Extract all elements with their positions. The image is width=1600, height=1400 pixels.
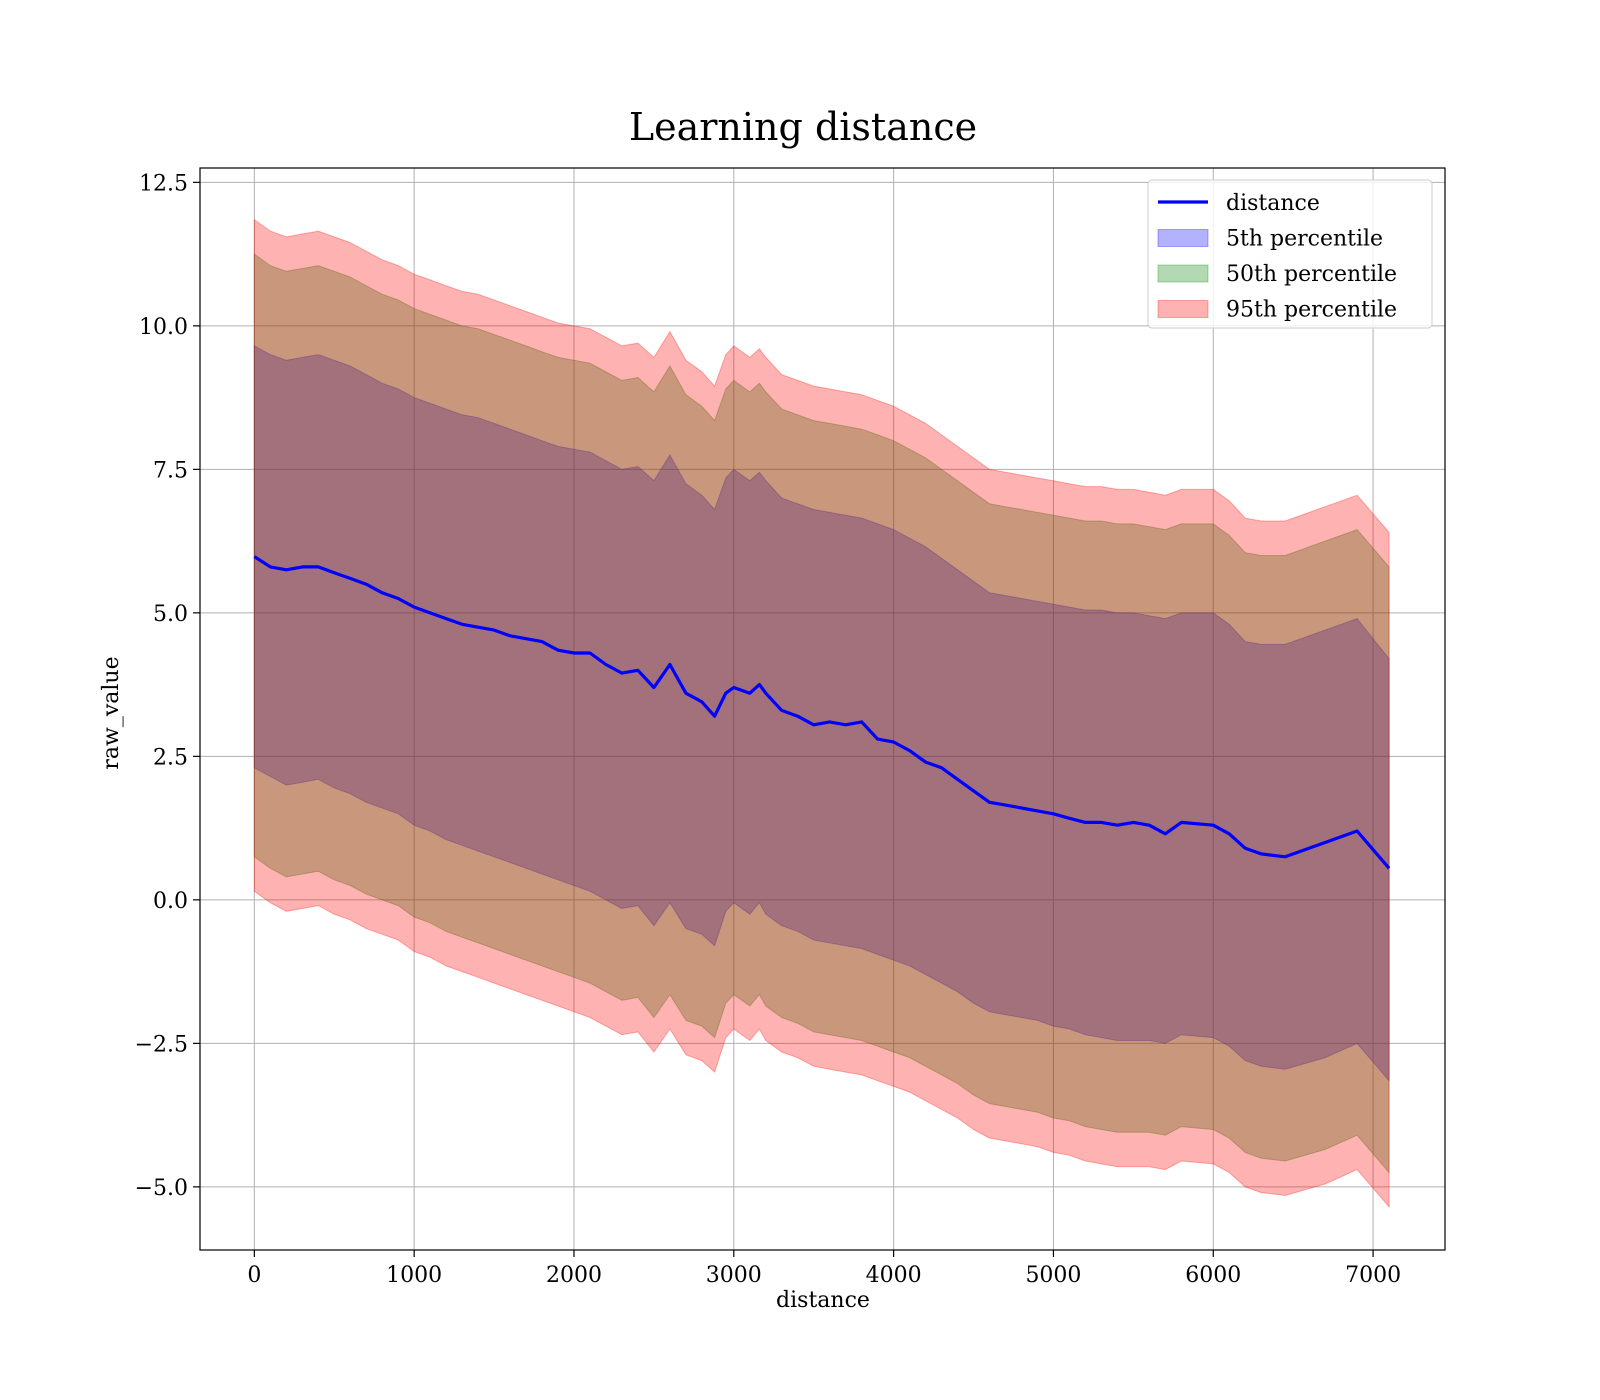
plot-frame (199, 167, 1446, 1251)
band-95th-percentile (253, 218, 1390, 1209)
band-5th-percentile (253, 345, 1390, 1083)
legend-swatch-50th-percentile (1157, 264, 1209, 283)
y-tick-label: 0.0 (153, 889, 188, 914)
y-tick-label: 2.5 (153, 745, 188, 770)
x-tick-label: 2000 (546, 1263, 602, 1288)
x-axis-label: distance (776, 1288, 870, 1313)
x-tick-label: 1000 (386, 1263, 442, 1288)
chart-title: Learning distance (629, 105, 977, 149)
x-tick-label: 0 (247, 1263, 261, 1288)
x-tick-label: 6000 (1185, 1263, 1241, 1288)
band-50th-percentile (253, 253, 1390, 1174)
grid (200, 168, 1445, 1250)
x-tick-label: 4000 (866, 1263, 922, 1288)
legend-label-95th-percentile: 95th percentile (1226, 298, 1397, 323)
legend-label-5th-percentile: 5th percentile (1226, 227, 1383, 252)
y-tick-label: 5.0 (153, 602, 188, 627)
y-tick-label: −2.5 (135, 1032, 188, 1057)
series-line-distance (253, 555, 1391, 870)
y-axis-label: raw_value (99, 656, 124, 769)
x-tick-label: 3000 (706, 1263, 762, 1288)
legend: distance 5th percentile 50th percentile 95t… (1147, 179, 1433, 329)
legend-label-distance: distance (1226, 191, 1320, 216)
y-tick-label: 12.5 (139, 171, 188, 196)
y-tick-label: 10.0 (139, 315, 188, 340)
distance-line-group (253, 555, 1391, 870)
y-tick-label: 7.5 (153, 458, 188, 483)
legend-box (1147, 179, 1433, 329)
x-tick-label: 7000 (1345, 1263, 1401, 1288)
percentile-bands (253, 218, 1390, 1209)
legend-swatch-95th-percentile (1157, 300, 1209, 318)
axis-ticks: 0 1000 2000 3000 4000 5000 6000 7000 −5.0 −2.5 0.0… (135, 171, 1402, 1288)
legend-swatch-5th-percentile (1157, 229, 1209, 247)
legend-label-50th-percentile: 50th percentile (1226, 262, 1397, 287)
y-tick-label: −5.0 (135, 1176, 188, 1201)
x-tick-label: 5000 (1025, 1263, 1081, 1288)
